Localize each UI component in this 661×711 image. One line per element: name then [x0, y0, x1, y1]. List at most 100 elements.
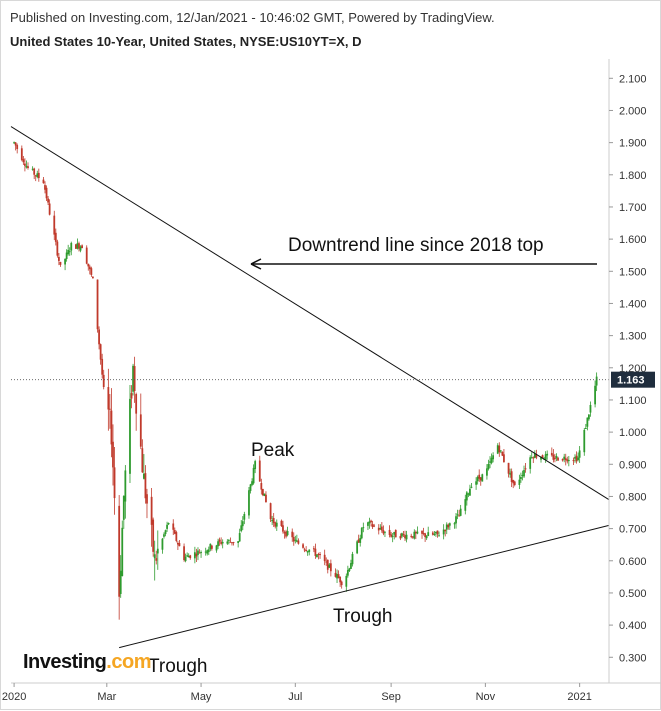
- candle-body: [13, 142, 15, 144]
- y-tick-label: 1.700: [619, 202, 647, 214]
- candle-body: [193, 552, 196, 559]
- candle-body: [280, 520, 283, 527]
- candle-body: [476, 476, 479, 482]
- candle-body: [156, 548, 159, 554]
- candle-body: [316, 554, 318, 557]
- y-tick-label: 0.800: [619, 491, 647, 503]
- candle-body: [529, 457, 532, 469]
- candle-body: [413, 531, 416, 539]
- candle-body: [283, 532, 286, 534]
- candle-body: [68, 251, 71, 253]
- candle-body: [166, 524, 168, 529]
- candle-body: [178, 543, 181, 547]
- candle-body: [594, 385, 596, 405]
- x-tick-label: Jul: [288, 691, 302, 703]
- candle-body: [501, 451, 504, 456]
- candle-body: [195, 553, 198, 557]
- x-tick-label: 2021: [567, 691, 591, 703]
- candle-body: [16, 145, 19, 149]
- candle-body: [524, 468, 527, 470]
- candle-body: [243, 514, 246, 520]
- candle-body: [544, 454, 547, 460]
- candle-body: [44, 185, 46, 190]
- candle-body: [101, 358, 104, 375]
- candle-body: [453, 523, 456, 525]
- last-price-label: 1.163: [617, 375, 645, 387]
- candle-body: [133, 366, 136, 392]
- candle-body: [231, 542, 233, 544]
- trough-march-annotation: Trough: [148, 656, 208, 677]
- candle-body: [218, 539, 221, 542]
- candle-body: [414, 531, 417, 534]
- candle-body: [334, 572, 337, 577]
- candle-body: [113, 467, 116, 499]
- candle-body: [427, 532, 430, 537]
- candle-body: [425, 536, 428, 539]
- candle-body: [583, 429, 586, 453]
- trendlines-layer: [10, 126, 610, 649]
- candle-body: [91, 276, 94, 279]
- x-tick-label: Mar: [97, 691, 116, 703]
- candle-body: [402, 534, 405, 536]
- candle-body: [31, 168, 34, 170]
- candle-body: [274, 522, 277, 527]
- candle-body: [252, 467, 255, 484]
- candle-body: [557, 457, 559, 461]
- candle-body: [357, 539, 360, 543]
- candle-body: [442, 529, 445, 535]
- candle-body: [164, 530, 167, 535]
- candle-body: [227, 540, 230, 542]
- candle-body: [210, 545, 213, 549]
- candle-body: [297, 540, 300, 544]
- candle-body: [329, 563, 332, 572]
- candle-body: [464, 499, 467, 511]
- candle-body: [129, 398, 131, 474]
- candle-body: [411, 536, 414, 538]
- candle-body: [232, 542, 235, 544]
- candle-body: [490, 457, 493, 464]
- candle-body: [436, 530, 439, 535]
- candle-body: [56, 241, 59, 256]
- candle-body: [271, 519, 274, 522]
- y-tick-label: 2.000: [619, 105, 647, 117]
- candle-body: [220, 541, 223, 544]
- candle-body: [292, 536, 295, 542]
- y-tick-label: 0.500: [619, 588, 647, 600]
- candle-body: [78, 243, 80, 249]
- candle-body: [391, 535, 394, 537]
- candle-body: [532, 457, 535, 459]
- candle-body: [302, 544, 304, 548]
- candle-body: [286, 531, 289, 536]
- candle-body: [176, 542, 179, 545]
- candle-body: [130, 393, 133, 399]
- candle-body: [348, 568, 351, 571]
- candle-body: [431, 532, 434, 535]
- candle-body: [523, 470, 525, 477]
- candle-body: [263, 493, 266, 496]
- candle-body: [200, 552, 202, 554]
- candle-body: [150, 496, 153, 525]
- candle-body: [351, 553, 354, 565]
- candle-body: [393, 531, 396, 535]
- candle-body: [144, 473, 147, 499]
- y-tick-label: 2.100: [619, 73, 647, 85]
- candle-body: [475, 481, 478, 485]
- y-tick-label: 0.900: [619, 459, 647, 471]
- candle-body: [445, 524, 448, 530]
- candle-body: [249, 484, 252, 491]
- candle-body: [112, 441, 114, 468]
- candle-body: [326, 559, 329, 570]
- candle-body: [240, 525, 243, 532]
- candle-body: [564, 458, 567, 461]
- candle-body: [308, 549, 311, 552]
- y-tick-label: 0.300: [619, 652, 647, 664]
- candle-body: [498, 445, 501, 453]
- candle-body: [265, 494, 267, 503]
- candle-body: [215, 545, 218, 551]
- annotation-arrow-head: [250, 258, 262, 270]
- candle-body: [368, 521, 371, 524]
- candle-body: [479, 477, 482, 481]
- candle-body: [122, 496, 125, 520]
- candle-body: [323, 554, 326, 562]
